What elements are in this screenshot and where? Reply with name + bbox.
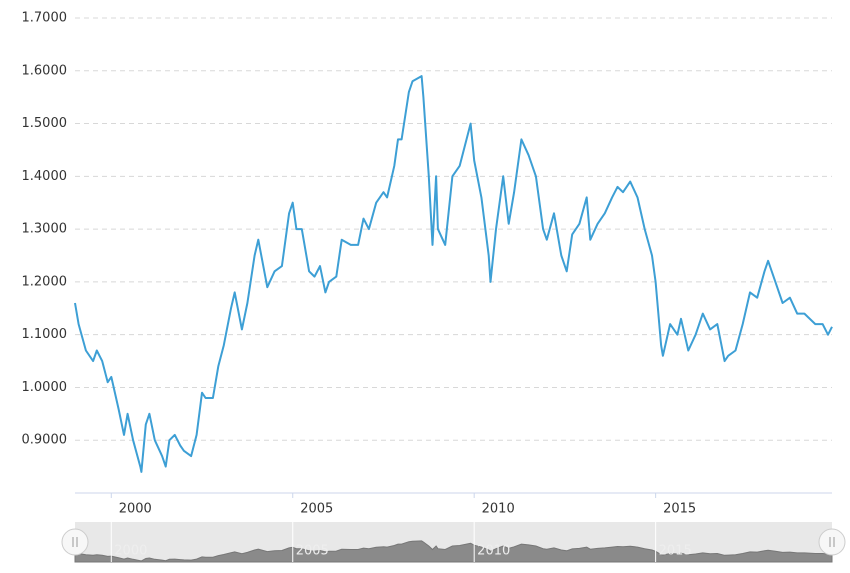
y-tick-label: 1.7000 — [22, 11, 68, 26]
x-tick-label: 2015 — [663, 502, 696, 517]
y-tick-label: 1.1000 — [22, 327, 68, 342]
y-tick-label: 0.9000 — [22, 433, 68, 448]
x-tick-label: 2010 — [482, 502, 515, 517]
navigator-label: 2000 — [114, 544, 147, 559]
y-tick-label: 1.6000 — [22, 63, 68, 78]
navigator-label: 2015 — [659, 544, 692, 559]
navigator-handle[interactable] — [61, 528, 89, 556]
y-tick-label: 1.2000 — [22, 274, 68, 289]
x-tick-label: 2005 — [300, 502, 333, 517]
navigator-area — [74, 540, 833, 563]
y-tick-label: 1.5000 — [22, 116, 68, 131]
y-tick-label: 1.4000 — [22, 169, 68, 184]
navigator-label: 2010 — [477, 544, 510, 559]
navigator-handle[interactable] — [818, 528, 846, 556]
navigator-label: 2005 — [296, 544, 329, 559]
y-tick-label: 1.0000 — [22, 380, 68, 395]
x-tick-label: 2000 — [119, 502, 152, 517]
navigator[interactable]: 2000 2005 2010 2015 — [61, 522, 846, 563]
y-tick-label: 1.3000 — [22, 222, 68, 237]
price-line — [74, 75, 833, 473]
